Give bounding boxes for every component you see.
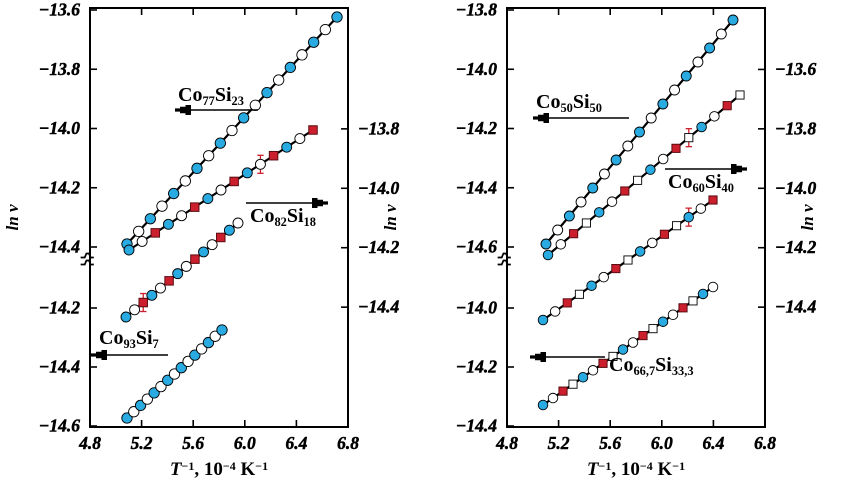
- svg-text:−13.8: −13.8: [775, 118, 816, 138]
- svg-text:−13.6: −13.6: [39, 0, 80, 20]
- svg-text:4.8: 4.8: [495, 433, 518, 453]
- svg-text:ln ν: ln ν: [381, 204, 400, 230]
- svg-text:ln ν: ln ν: [3, 204, 22, 230]
- svg-text:6.8: 6.8: [337, 433, 359, 453]
- svg-text:−14.4: −14.4: [358, 297, 399, 317]
- svg-text:−14.2: −14.2: [775, 237, 816, 257]
- svg-text:ln ν: ln ν: [798, 204, 817, 230]
- svg-text:5.2: 5.2: [131, 433, 153, 453]
- svg-text:−14.4: −14.4: [456, 416, 497, 436]
- svg-text:−13.8: −13.8: [39, 59, 80, 79]
- svg-text:5.6: 5.6: [599, 433, 621, 453]
- svg-text:−14.0: −14.0: [775, 178, 816, 198]
- svg-text:−14.2: −14.2: [39, 177, 80, 197]
- svg-text:−14.0: −14.0: [39, 118, 80, 138]
- svg-text:6.4: 6.4: [702, 433, 724, 453]
- svg-text:−14.2: −14.2: [456, 118, 497, 138]
- svg-text:6.4: 6.4: [285, 433, 307, 453]
- svg-text:−14.4: −14.4: [775, 297, 816, 317]
- svg-text:−14.4: −14.4: [39, 237, 80, 257]
- svg-text:−14.4: −14.4: [456, 177, 497, 197]
- svg-text:−14.2: −14.2: [358, 237, 399, 257]
- svg-text:6.0: 6.0: [651, 433, 673, 453]
- svg-text:−14.6: −14.6: [39, 416, 80, 436]
- svg-text:4.8: 4.8: [78, 433, 101, 453]
- svg-text:5.2: 5.2: [548, 433, 570, 453]
- svg-text:−14.4: −14.4: [39, 357, 80, 377]
- svg-text:−14.2: −14.2: [39, 298, 80, 318]
- svg-text:−14.0: −14.0: [456, 59, 497, 79]
- svg-text:6.0: 6.0: [234, 433, 256, 453]
- svg-text:−13.8: −13.8: [456, 0, 497, 20]
- svg-text:6.8: 6.8: [754, 433, 776, 453]
- svg-text:−14.2: −14.2: [456, 357, 497, 377]
- svg-text:−14.0: −14.0: [358, 178, 399, 198]
- svg-text:5.6: 5.6: [182, 433, 204, 453]
- svg-text:−13.8: −13.8: [358, 118, 399, 138]
- svg-text:−14.0: −14.0: [456, 298, 497, 318]
- svg-text:−13.6: −13.6: [775, 59, 816, 79]
- svg-text:−14.6: −14.6: [456, 237, 497, 257]
